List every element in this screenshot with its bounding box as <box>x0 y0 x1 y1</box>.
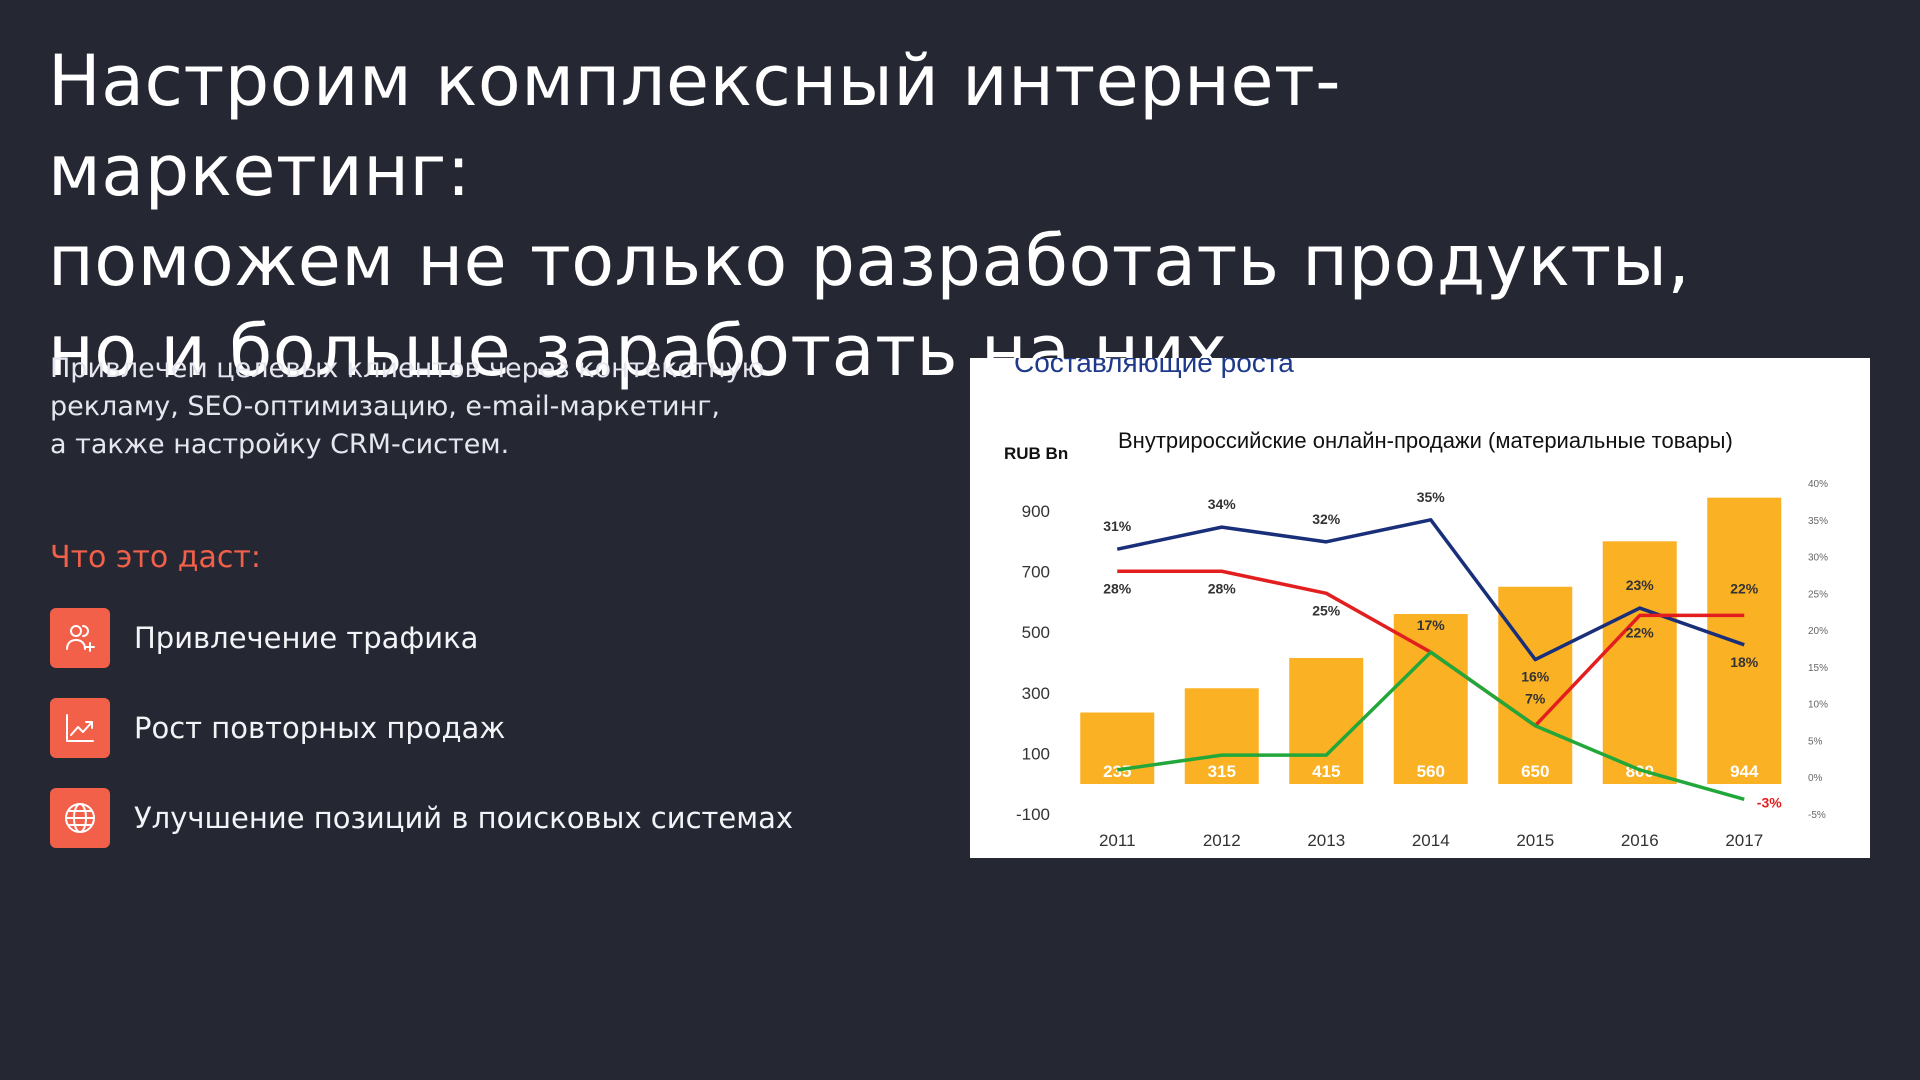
y2-tick-label: 0% <box>1808 773 1823 784</box>
y-tick-label: 900 <box>1022 502 1050 521</box>
y2-tick-label: 30% <box>1808 553 1828 564</box>
chart-bar <box>1707 497 1782 784</box>
y2-tick-label: 40% <box>1808 479 1828 490</box>
benefits-title: Что это даст: <box>50 540 261 575</box>
y2-tick-label: 5% <box>1808 736 1823 747</box>
line-data-label: 18% <box>1730 654 1759 670</box>
y-tick-label: 500 <box>1022 623 1050 642</box>
globe-icon <box>50 788 110 848</box>
series-line <box>1116 518 1745 662</box>
benefit-item-traffic: Привлечение трафика <box>50 608 478 668</box>
bar-value-label: 944 <box>1730 762 1759 781</box>
x-tick-label: 2013 <box>1307 831 1345 850</box>
line-data-label: 7% <box>1525 691 1546 707</box>
benefit-item-search-positions: Улучшение позиций в поисковых системах <box>50 788 793 848</box>
y2-tick-label: 35% <box>1808 516 1828 527</box>
bar-value-label: 235 <box>1103 762 1131 781</box>
x-tick-label: 2014 <box>1412 831 1450 850</box>
headline: Настроим комплексный интернет-маркетинг:… <box>48 36 1748 396</box>
bar-value-label: 650 <box>1521 762 1549 781</box>
y2-tick-label: 25% <box>1808 589 1828 600</box>
line-data-label: 35% <box>1417 489 1446 505</box>
x-tick-label: 2011 <box>1099 831 1136 850</box>
line-data-label: 22% <box>1730 580 1759 596</box>
line-data-label: 25% <box>1312 602 1341 618</box>
line-data-label: 34% <box>1208 496 1237 512</box>
y2-tick-label: 20% <box>1808 626 1828 637</box>
bar-value-label: 315 <box>1208 762 1236 781</box>
intro-line-3: а также настройку CRM-систем. <box>50 429 510 460</box>
line-data-label: 17% <box>1417 617 1446 633</box>
line-data-label: 31% <box>1103 518 1132 534</box>
chart-bar <box>1184 688 1259 784</box>
chart-bar <box>1498 586 1573 784</box>
y2-tick-label: 15% <box>1808 663 1828 674</box>
line-data-label: 22% <box>1626 624 1655 640</box>
intro-line-2: рекламу, SEO-оптимизацию, e-mail-маркети… <box>50 391 721 422</box>
chart-card: Составляющие роста Внутрироссийские онлай… <box>970 358 1870 858</box>
line-data-label: 32% <box>1312 511 1341 527</box>
benefit-label: Привлечение трафика <box>134 621 479 655</box>
series-line <box>1117 650 1745 801</box>
bar-value-label: 560 <box>1417 762 1445 781</box>
chart-header: Составляющие роста <box>1014 358 1294 378</box>
line-data-label: 28% <box>1103 580 1132 596</box>
headline-line-2: поможем не только разработать продукты, <box>48 220 1691 302</box>
benefit-label: Улучшение позиций в поисковых системах <box>134 801 794 835</box>
y-axis-label: RUB Bn <box>1004 444 1068 463</box>
chart-bar <box>1393 614 1468 784</box>
intro-line-1: Привлечем целевых клиентов через контекс… <box>50 353 765 384</box>
x-tick-label: 2016 <box>1621 831 1659 850</box>
y2-tick-label: 10% <box>1808 700 1828 711</box>
x-tick-label: 2012 <box>1203 831 1241 850</box>
line-data-label: 28% <box>1208 580 1237 596</box>
line-data-label: 23% <box>1626 577 1655 593</box>
users-add-icon <box>50 608 110 668</box>
chart-bar <box>1289 657 1364 784</box>
chart-bar <box>1080 712 1155 784</box>
chart-title: Внутрироссийские онлайн-продажи (материа… <box>1118 428 1733 453</box>
intro-text: Привлечем целевых клиентов через контекс… <box>50 350 810 464</box>
growth-chart-icon <box>50 698 110 758</box>
chart-bar <box>1602 541 1677 784</box>
line-data-label: -3% <box>1757 794 1782 810</box>
y-tick-label: -100 <box>1016 805 1050 824</box>
x-tick-label: 2015 <box>1516 831 1554 850</box>
y-tick-label: 300 <box>1022 684 1050 703</box>
y-tick-label: 100 <box>1022 744 1050 763</box>
bar-value-label: 415 <box>1312 762 1340 781</box>
y-tick-label: 700 <box>1022 563 1050 582</box>
x-tick-label: 2017 <box>1725 831 1763 850</box>
line-data-label: 16% <box>1521 669 1550 685</box>
y2-tick-label: -5% <box>1808 810 1826 821</box>
benefit-label: Рост повторных продаж <box>134 711 506 745</box>
benefit-item-repeat-sales: Рост повторных продаж <box>50 698 505 758</box>
growth-chart: Составляющие роста Внутрироссийские онлай… <box>1004 358 1828 850</box>
headline-line-1: Настроим комплексный интернет-маркетинг: <box>48 40 1342 212</box>
